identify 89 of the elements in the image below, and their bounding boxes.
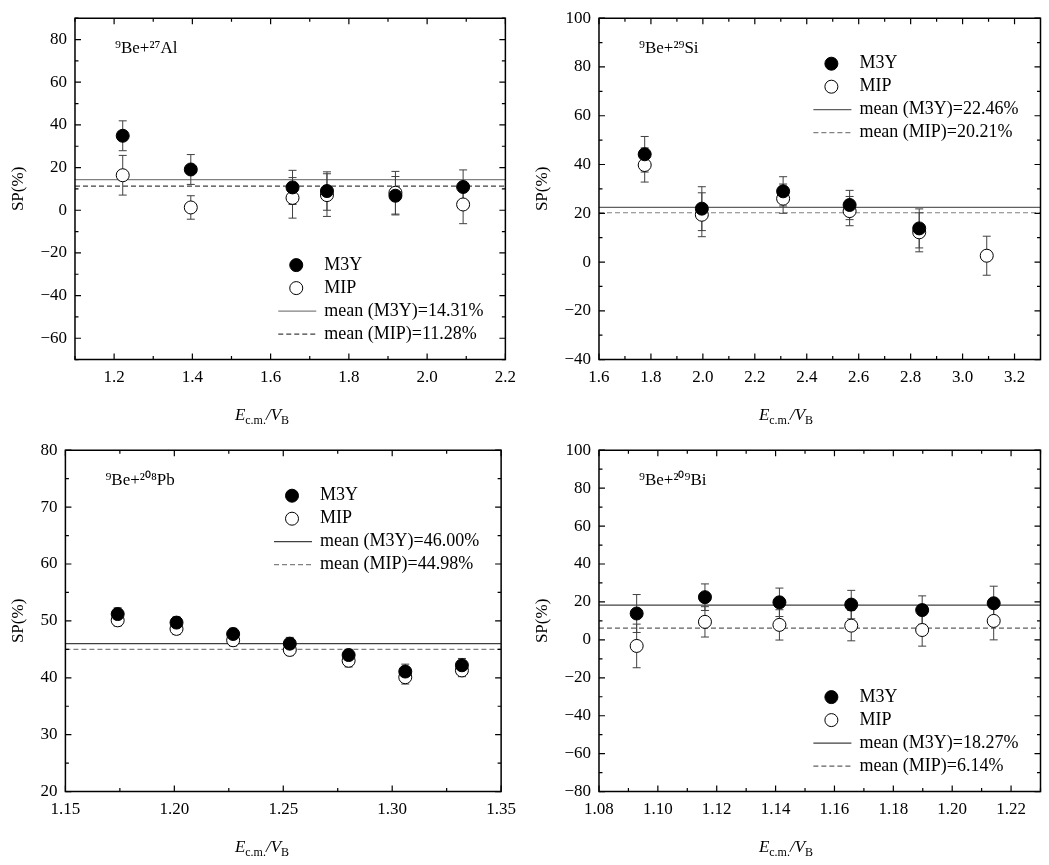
x-axis-title: E$_{c.m.}$/V$_{B}$ [757,836,815,860]
y-tick-label: 40 [573,153,591,173]
x-tick-label: 2.2 [744,367,766,387]
y-tick-label: −40 [564,349,591,369]
y-tick-label: 60 [40,553,58,573]
legend-label: mean (M3Y)=46.00% [320,530,480,552]
y-tick-label: 70 [40,496,58,516]
y-tick-label: 80 [49,29,67,49]
x-tick-label: 1.08 [584,799,614,819]
x-tick-label: 1.14 [760,799,791,819]
annotation: ⁹Be+²⁰⁸Pb [105,470,175,490]
x-tick-label: 1.25 [268,799,299,819]
legend-label: M3Y [320,484,359,505]
x-tick-label: 1.22 [996,799,1026,819]
x-tick-label: 2.2 [494,367,516,387]
legend-label: MIP [859,708,892,729]
legend-label: MIP [859,75,892,96]
y-tick-label: 100 [565,439,591,459]
legend-label: mean (M3Y)=18.27% [859,731,1019,753]
x-tick-label: 1.20 [937,799,968,819]
x-tick-label: 1.2 [103,367,125,387]
y-tick-label: 80 [40,439,58,459]
y-tick-label: −60 [40,327,67,347]
legend-label: mean (MIP)=44.98% [320,553,474,575]
annotation: ⁹Be+²⁷Al [114,38,178,58]
legend-label: M3Y [859,685,898,706]
y-axis-title: SP(%) [531,598,551,644]
y-tick-label: −40 [40,285,67,305]
x-tick-label: 1.16 [819,799,850,819]
x-axis-title: E$_{c.m.}$/V$_{B}$ [233,404,291,428]
x-axis-title: E$_{c.m.}$/V$_{B}$ [757,404,815,428]
y-tick-label: −20 [40,242,67,262]
x-tick-label: 1.8 [338,367,360,387]
y-axis-title: SP(%) [531,166,551,212]
x-tick-label: 2.6 [848,367,870,387]
legend-label: mean (M3Y)=22.46% [859,98,1019,120]
legend-label: M3Y [859,52,898,73]
x-tick-label: 1.6 [259,367,282,387]
y-axis-title: SP(%) [7,166,27,212]
y-tick-label: −60 [564,743,591,763]
y-tick-label: 20 [573,202,591,222]
x-tick-label: 1.20 [159,799,190,819]
x-tick-label: 3.2 [1003,367,1026,387]
x-tick-label: 1.12 [701,799,732,819]
x-tick-label: 1.8 [640,367,662,387]
x-tick-label: 1.6 [588,367,610,387]
legend-label: mean (MIP)=6.14% [859,754,1004,776]
y-tick-label: 30 [40,724,58,744]
y-tick-label: −20 [564,667,591,687]
y-tick-label: 60 [573,515,591,535]
y-tick-label: 20 [49,157,67,177]
x-tick-label: 1.30 [377,799,408,819]
y-tick-label: 0 [582,629,591,649]
y-tick-label: −20 [564,300,591,320]
y-tick-label: 80 [573,477,591,497]
legend-label: MIP [324,276,357,297]
x-tick-label: 2.0 [416,367,438,387]
x-axis-title: E$_{c.m.}$/V$_{B}$ [233,836,291,860]
x-tick-label: 2.8 [900,367,922,387]
y-tick-label: 80 [573,56,591,76]
legend-label: MIP [320,507,353,528]
y-tick-label: 60 [573,105,591,125]
y-tick-label: 50 [40,610,58,630]
x-tick-label: 1.4 [181,367,204,387]
legend-label: mean (MIP)=20.21% [859,121,1013,143]
x-tick-label: 1.10 [642,799,673,819]
y-tick-label: 0 [58,199,67,219]
y-tick-label: 40 [573,553,591,573]
y-tick-label: 40 [49,114,67,134]
x-tick-label: 2.0 [692,367,714,387]
y-tick-label: 20 [573,591,591,611]
x-tick-label: 1.35 [486,799,516,819]
y-tick-label: −40 [564,705,591,725]
y-axis-title: SP(%) [7,598,27,644]
y-tick-label: 100 [565,7,591,27]
y-tick-label: 20 [40,781,58,801]
y-tick-label: 40 [40,667,58,687]
x-tick-label: 2.4 [796,367,818,387]
x-tick-label: 1.18 [878,799,909,819]
x-tick-label: 3.0 [951,367,974,387]
legend-label: M3Y [324,253,363,274]
y-tick-label: 60 [49,71,67,91]
y-tick-label: −80 [564,781,591,801]
annotation: ⁹Be+²⁹Si [638,38,699,58]
legend-label: mean (MIP)=11.28% [324,322,477,344]
annotation: ⁹Be+²⁰⁹Bi [638,470,707,490]
y-tick-label: 0 [582,251,591,271]
x-tick-label: 1.15 [50,799,81,819]
legend-label: mean (M3Y)=14.31% [324,299,484,321]
